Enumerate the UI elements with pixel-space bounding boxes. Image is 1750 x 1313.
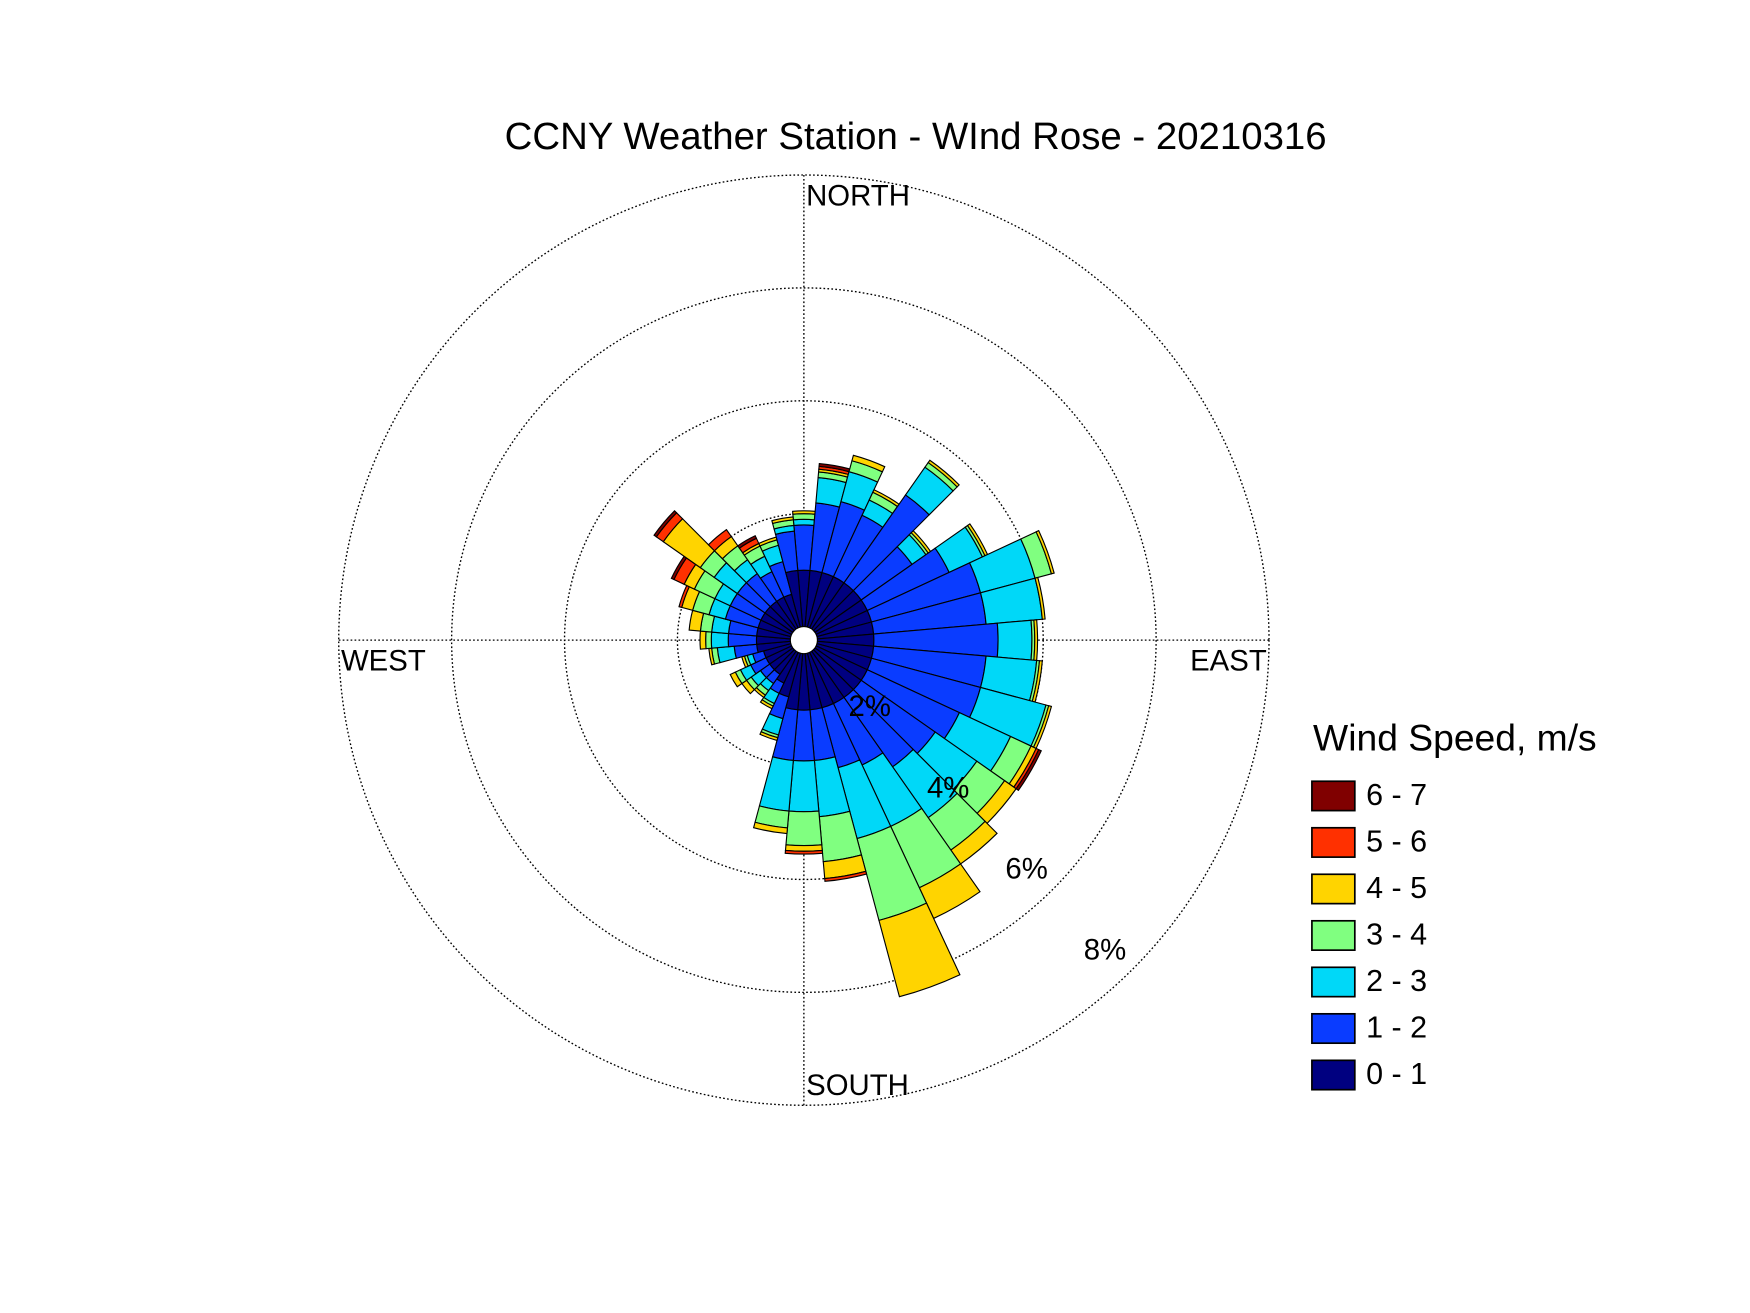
legend-swatch [1311,919,1356,951]
rose-segment [752,821,789,835]
center-hole [789,626,818,655]
rose-segment [710,631,730,649]
rose-segment [1015,748,1043,792]
legend-swatch [1311,1059,1356,1091]
direction-label: NORTH [806,179,910,212]
rose-segment [1035,529,1055,575]
rose-segment [785,810,823,847]
rose-segment [759,730,779,742]
rose-segment [788,759,820,813]
legend-label: 2 - 3 [1366,964,1427,998]
rose-segment [784,844,823,852]
r-tick-label: 8% [1084,934,1126,967]
legend-swatch [1311,780,1356,812]
rose-segment [878,902,961,998]
rose-segment [824,870,868,882]
rose-segment [1034,576,1046,620]
rose-segment [705,630,713,650]
rose-segment [771,516,794,525]
legend-label: 3 - 4 [1366,918,1427,952]
direction-label: SOUTH [806,1069,909,1102]
legend-label: 0 - 1 [1366,1057,1427,1091]
legend-swatch [1311,966,1356,998]
rose-segment [737,535,758,549]
legend-label: 4 - 5 [1366,871,1427,905]
legend-label: 6 - 7 [1366,778,1427,812]
r-tick-label: 6% [1005,853,1047,886]
rose-segment [996,619,1033,661]
r-tick-label: 4% [927,771,969,804]
direction-label: EAST [1190,644,1267,677]
legend-label: 5 - 6 [1366,825,1427,859]
rose-segment [707,528,733,552]
legend-swatch [1311,826,1356,858]
legend-swatch [1311,873,1356,905]
rose-segment [792,518,816,527]
grid-circle [450,287,1157,994]
direction-label: WEST [341,644,426,677]
rose-segment [759,698,774,710]
rose-segment [927,459,960,488]
rose-segment [792,513,816,521]
legend-label: 1 - 2 [1366,1011,1427,1045]
legend-title: Wind Speed, m/s [1313,716,1597,758]
legend-swatch [1311,1012,1356,1045]
chart-title: CCNY Weather Station - WInd Rose - 20210… [505,115,1327,158]
rose-segment [653,510,678,538]
rose-segment [729,671,743,688]
rose-segment [699,630,707,650]
rose-segment [758,756,794,812]
rose-segment [784,849,824,855]
rose-segment [716,645,737,664]
rose-segment [1033,619,1039,662]
r-tick-label: 2% [849,690,891,723]
rose-segment [791,510,816,515]
rose-segment [851,454,886,473]
